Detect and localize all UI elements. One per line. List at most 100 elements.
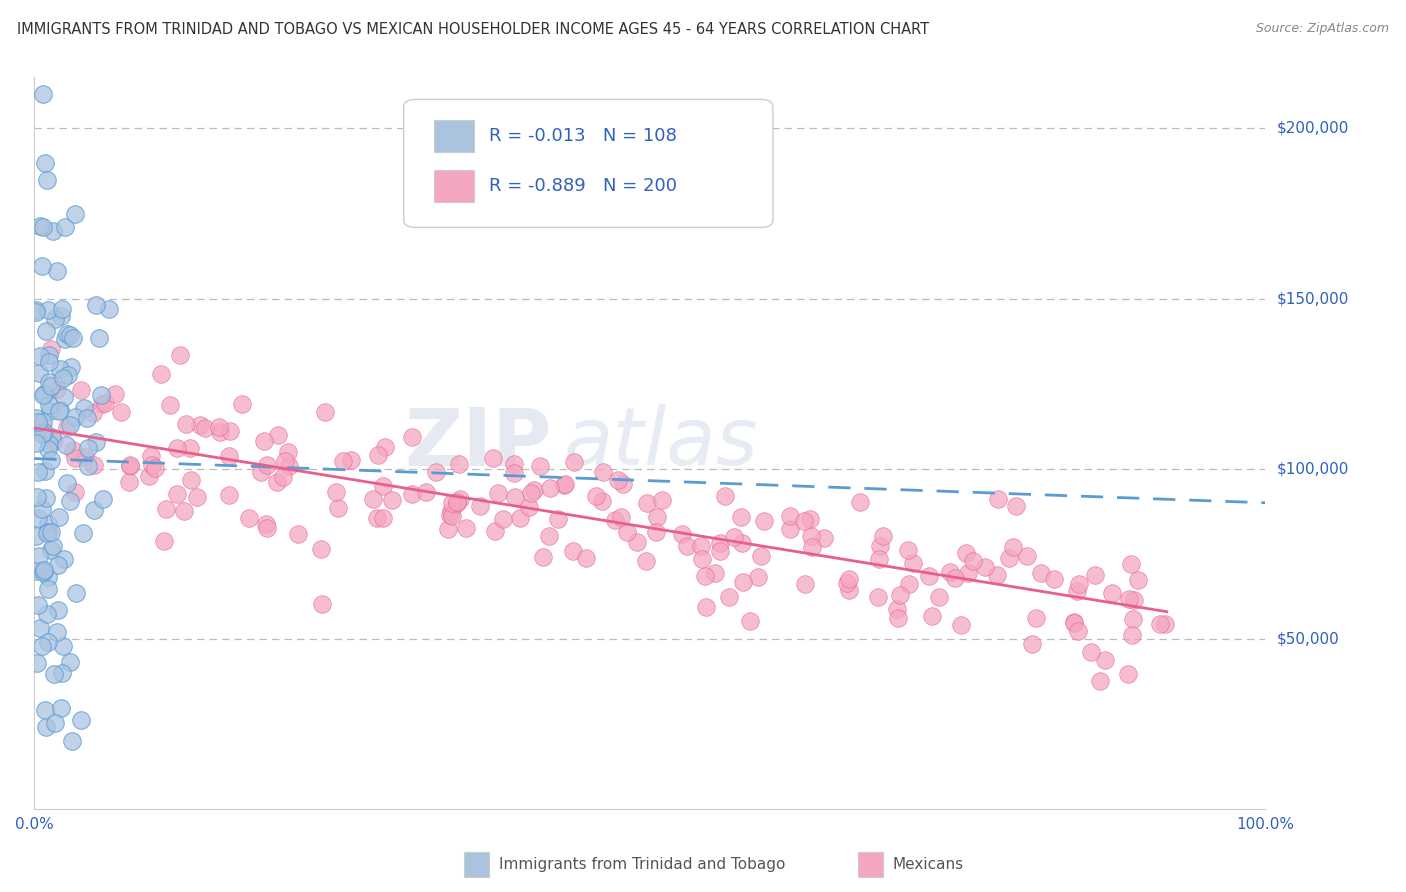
Point — [39, 453, 62, 467]
Point — [70, 383, 93, 397]
Point — [1063, 616, 1085, 631]
Point — [52, 370, 75, 384]
Point — [37, 525, 59, 540]
Point — [39, 378, 62, 392]
Point — [143, 461, 166, 475]
Point — [38, 398, 60, 412]
Point — [918, 569, 941, 583]
Point — [24, 303, 46, 318]
Point — [1123, 593, 1146, 607]
Point — [415, 485, 437, 500]
Point — [27, 465, 49, 479]
Point — [695, 599, 717, 614]
Point — [218, 488, 240, 502]
Point — [704, 566, 727, 580]
Point — [872, 529, 894, 543]
Point — [401, 487, 423, 501]
Point — [1063, 615, 1085, 629]
Point — [889, 588, 911, 602]
Point — [1094, 652, 1116, 666]
Point — [34, 464, 56, 478]
Point — [41, 430, 63, 444]
Point — [179, 441, 201, 455]
Point — [90, 397, 112, 411]
Point — [266, 475, 288, 490]
Point — [1122, 612, 1144, 626]
Point — [325, 485, 347, 500]
Point — [34, 155, 56, 169]
Point — [401, 429, 423, 443]
Point — [44, 312, 66, 326]
Point — [314, 404, 336, 418]
Point — [218, 424, 240, 438]
Text: $100,000: $100,000 — [1277, 461, 1348, 476]
Point — [110, 405, 132, 419]
Point — [813, 532, 835, 546]
Point — [1080, 644, 1102, 658]
Point — [44, 667, 66, 681]
Point — [561, 543, 583, 558]
Point — [1066, 624, 1088, 638]
Text: IMMIGRANTS FROM TRINIDAD AND TOBAGO VS MEXICAN HOUSEHOLDER INCOME AGES 45 - 64 Y: IMMIGRANTS FROM TRINIDAD AND TOBAGO VS M… — [17, 22, 929, 37]
Point — [339, 453, 361, 467]
Point — [332, 454, 354, 468]
Point — [149, 368, 172, 382]
Point — [1084, 567, 1107, 582]
Point — [51, 302, 73, 317]
Point — [1002, 541, 1025, 555]
Point — [1118, 592, 1140, 607]
Point — [837, 576, 859, 591]
Point — [32, 563, 55, 577]
Point — [55, 438, 77, 452]
Point — [531, 550, 554, 565]
Point — [456, 521, 478, 535]
Point — [38, 355, 60, 369]
Point — [28, 549, 51, 564]
Point — [141, 458, 163, 472]
Point — [84, 434, 107, 449]
Point — [37, 634, 59, 648]
Point — [731, 535, 754, 549]
Point — [503, 466, 526, 480]
Point — [35, 720, 58, 734]
Point — [31, 415, 53, 429]
Point — [53, 333, 76, 347]
Point — [868, 551, 890, 566]
Point — [72, 526, 94, 541]
Point — [86, 298, 108, 312]
Point — [62, 442, 84, 457]
Point — [218, 449, 240, 463]
Point — [69, 713, 91, 727]
Point — [367, 448, 389, 462]
Point — [503, 490, 526, 504]
Point — [440, 496, 463, 510]
Text: ZIP: ZIP — [404, 404, 551, 483]
Point — [955, 546, 977, 560]
Point — [575, 551, 598, 566]
Point — [42, 434, 65, 449]
Point — [274, 454, 297, 468]
Point — [32, 565, 55, 579]
Point — [97, 302, 120, 317]
Point — [42, 539, 65, 553]
Point — [34, 703, 56, 717]
Point — [53, 552, 76, 566]
Point — [139, 449, 162, 463]
Point — [256, 520, 278, 534]
Point — [1029, 566, 1052, 581]
Point — [610, 509, 633, 524]
Point — [118, 475, 141, 489]
Point — [690, 552, 713, 566]
Point — [87, 331, 110, 345]
Point — [718, 591, 741, 605]
Point — [714, 490, 737, 504]
Point — [723, 531, 745, 545]
Point — [48, 509, 70, 524]
Point — [159, 398, 181, 412]
Point — [59, 655, 82, 669]
Point — [523, 483, 546, 498]
Point — [209, 425, 232, 440]
Point — [731, 574, 754, 589]
Point — [72, 401, 94, 415]
FancyBboxPatch shape — [434, 120, 474, 152]
